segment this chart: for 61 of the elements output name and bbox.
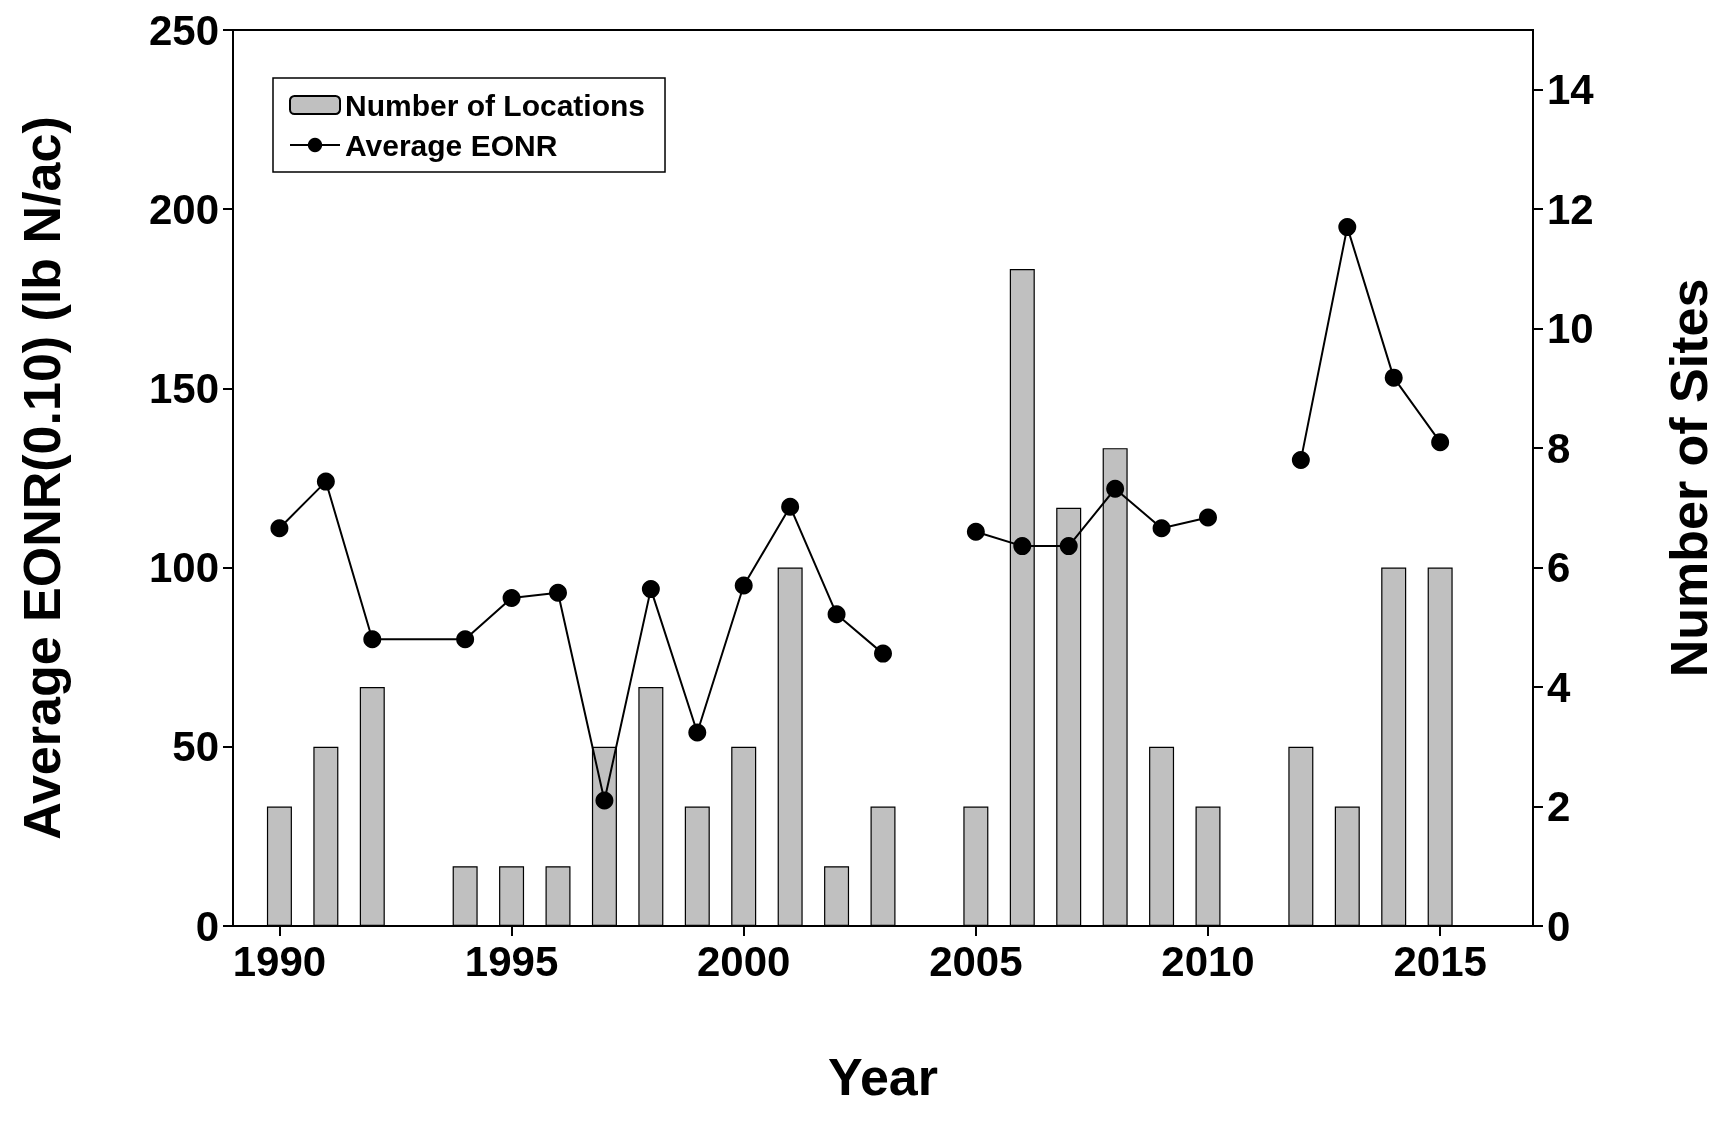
y2-tick-label: 4 (1547, 663, 1571, 711)
y-tick-label: 200 (148, 185, 219, 233)
bar (545, 866, 571, 926)
point (781, 497, 800, 516)
point (549, 583, 567, 602)
y2-tick-label: 6 (1547, 544, 1571, 592)
y2-tick-label: 12 (1547, 185, 1594, 233)
point (502, 589, 521, 608)
bar (638, 687, 664, 926)
point (595, 791, 614, 810)
bar (870, 806, 896, 926)
x-tick-label: 2005 (929, 937, 1023, 985)
point (1152, 519, 1171, 538)
y-tick-label: 250 (148, 6, 219, 54)
point (1013, 537, 1032, 556)
point (1431, 433, 1450, 452)
point (734, 576, 753, 595)
x-tick-label: 2010 (1161, 937, 1255, 985)
x-tick-label: 1990 (232, 937, 327, 985)
point (456, 630, 475, 649)
y-tick-label: 50 (172, 723, 219, 771)
bar (1149, 746, 1175, 926)
y-tick-label: 150 (148, 364, 219, 412)
point (270, 519, 289, 538)
x-axis-title: Year (828, 1048, 938, 1106)
x-tick-label: 2000 (697, 937, 791, 985)
point (316, 472, 335, 491)
bar (1334, 806, 1360, 926)
bar (1381, 567, 1407, 926)
point (1291, 451, 1310, 470)
point (874, 644, 892, 663)
bar (452, 866, 478, 926)
y-tick-label: 0 (195, 902, 219, 950)
legend-label: Number of Locations (345, 88, 646, 122)
point (1199, 508, 1217, 527)
bar (684, 806, 710, 926)
legend-label: Average EONR (345, 128, 558, 162)
point (641, 580, 660, 599)
x-tick-label: 2015 (1393, 937, 1487, 985)
y2-axis-title: Number of Sites (1660, 278, 1718, 678)
y2-tick-label: 10 (1547, 305, 1594, 353)
bar (824, 866, 850, 926)
point (1106, 479, 1125, 498)
bar (359, 687, 385, 926)
point (688, 723, 707, 742)
y-axis-title: Average EONR(0.10) (lb N/ac) (13, 116, 71, 840)
y-tick-label: 100 (148, 544, 219, 592)
point (1384, 368, 1403, 387)
point (966, 522, 985, 541)
y2-tick-label: 2 (1547, 783, 1571, 831)
y2-tick-label: 0 (1547, 902, 1571, 950)
bar (1288, 746, 1314, 926)
y2-tick-label: 8 (1547, 424, 1571, 472)
point (363, 630, 382, 649)
y2-tick-label: 14 (1547, 66, 1595, 114)
point (1059, 537, 1078, 556)
bar (313, 746, 339, 926)
point (1338, 218, 1357, 237)
point (827, 605, 846, 624)
x-tick-label: 1995 (464, 937, 559, 985)
bar (777, 567, 803, 926)
